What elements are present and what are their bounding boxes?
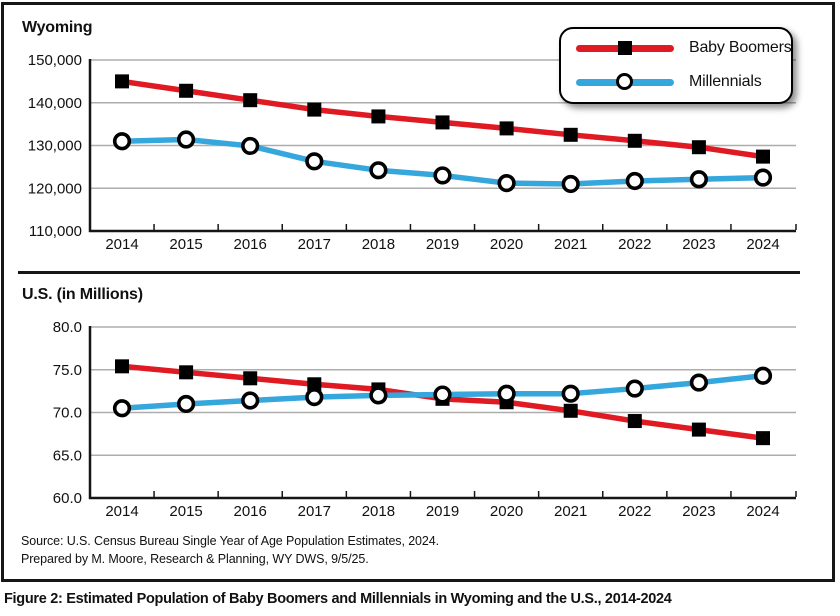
x-tick-label: 2017 bbox=[298, 503, 331, 520]
x-tick-label: 2019 bbox=[426, 503, 459, 520]
circle-marker-icon bbox=[241, 391, 260, 410]
square-marker-icon bbox=[563, 403, 578, 418]
x-tick-label: 2014 bbox=[105, 236, 138, 253]
source-line: Source: U.S. Census Bureau Single Year o… bbox=[21, 534, 439, 548]
circle-marker-icon bbox=[112, 132, 132, 151]
y-tick-label: 130,000 bbox=[28, 138, 82, 155]
circle-marker-icon bbox=[433, 385, 452, 404]
x-tick-label: 2018 bbox=[362, 503, 395, 520]
circle-marker-icon bbox=[689, 373, 709, 392]
square-marker-icon bbox=[179, 83, 194, 98]
circle-marker-icon bbox=[241, 136, 260, 156]
square-marker-icon bbox=[756, 431, 770, 446]
x-tick-label: 2021 bbox=[554, 236, 587, 253]
circle-marker-icon bbox=[177, 394, 196, 414]
circle-marker-icon bbox=[561, 174, 580, 194]
square-marker-icon bbox=[307, 377, 322, 392]
x-tick-label: 2020 bbox=[490, 503, 523, 520]
circle-marker-icon bbox=[497, 174, 516, 193]
square-marker-icon bbox=[618, 41, 632, 55]
source-note: Source: U.S. Census Bureau Single Year o… bbox=[21, 533, 439, 568]
y-tick-label: 70.0 bbox=[53, 405, 82, 422]
x-tick-label: 2022 bbox=[618, 503, 651, 520]
square-marker-icon bbox=[243, 371, 258, 386]
circle-marker-icon bbox=[753, 168, 773, 187]
square-marker-icon bbox=[563, 127, 578, 142]
legend-item-millennials: Millennials bbox=[576, 65, 791, 99]
prepared-by-line: Prepared by M. Moore, Research & Plannin… bbox=[21, 551, 369, 566]
x-tick-label: 2014 bbox=[105, 503, 138, 520]
x-tick-label: 2019 bbox=[426, 236, 459, 253]
legend-label-millennials: Millennials bbox=[689, 73, 762, 90]
x-tick-label: 2016 bbox=[234, 503, 267, 520]
y-tick-label: 60.0 bbox=[53, 490, 82, 507]
legend-label-baby-boomers: Baby Boomers bbox=[689, 39, 792, 56]
square-marker-icon bbox=[115, 359, 129, 374]
square-marker-icon bbox=[307, 102, 322, 117]
circle-marker-icon bbox=[369, 386, 388, 405]
x-tick-label: 2020 bbox=[490, 236, 523, 253]
circle-marker-icon bbox=[497, 384, 516, 403]
x-tick-label: 2022 bbox=[618, 236, 651, 253]
x-tick-label: 2016 bbox=[234, 236, 267, 253]
y-tick-label: 75.0 bbox=[53, 362, 82, 379]
y-tick-label: 140,000 bbox=[28, 95, 82, 112]
x-tick-label: 2024 bbox=[746, 236, 779, 253]
square-marker-icon bbox=[756, 149, 770, 164]
baby-boomers-swatch bbox=[576, 37, 674, 59]
circle-marker-icon bbox=[753, 366, 773, 385]
wyoming-chart-title: Wyoming bbox=[22, 19, 93, 36]
x-tick-label: 2018 bbox=[362, 236, 395, 253]
circle-marker-icon bbox=[305, 388, 324, 407]
x-tick-label: 2021 bbox=[554, 503, 587, 520]
circle-marker-icon bbox=[625, 171, 644, 191]
circle-marker-icon bbox=[369, 161, 388, 180]
circle-marker-icon bbox=[112, 399, 132, 418]
y-tick-label: 80.0 bbox=[53, 319, 82, 336]
legend-item-baby-boomers: Baby Boomers bbox=[576, 31, 792, 65]
square-marker-icon bbox=[179, 365, 194, 380]
x-tick-label: 2023 bbox=[682, 503, 715, 520]
legend: Baby Boomers Millennials bbox=[559, 27, 793, 104]
circle-marker-icon bbox=[616, 73, 633, 90]
x-tick-label: 2015 bbox=[169, 236, 202, 253]
us-chart-title: U.S. (in Millions) bbox=[22, 286, 143, 303]
circle-marker-icon bbox=[433, 166, 452, 185]
chart-divider-line bbox=[18, 271, 800, 274]
square-marker-icon bbox=[371, 109, 386, 124]
millennials-swatch bbox=[576, 71, 674, 93]
square-marker-icon bbox=[243, 93, 258, 108]
circle-marker-icon bbox=[305, 152, 324, 171]
square-marker-icon bbox=[627, 133, 642, 148]
x-tick-label: 2024 bbox=[746, 503, 779, 520]
square-marker-icon bbox=[691, 422, 706, 437]
y-tick-label: 150,000 bbox=[28, 52, 82, 69]
circle-marker-icon bbox=[561, 384, 580, 403]
x-tick-label: 2023 bbox=[682, 236, 715, 253]
y-tick-label: 120,000 bbox=[28, 180, 82, 197]
circle-marker-icon bbox=[625, 379, 644, 398]
x-tick-label: 2017 bbox=[298, 236, 331, 253]
y-tick-label: 65.0 bbox=[53, 447, 82, 464]
figure-caption: Figure 2: Estimated Population of Baby B… bbox=[4, 591, 672, 607]
square-marker-icon bbox=[435, 115, 450, 130]
square-marker-icon bbox=[691, 140, 706, 155]
square-marker-icon bbox=[499, 121, 514, 136]
circle-marker-icon bbox=[177, 130, 196, 149]
circle-marker-icon bbox=[689, 170, 709, 189]
square-marker-icon bbox=[627, 414, 642, 429]
square-marker-icon bbox=[115, 74, 129, 89]
y-tick-label: 110,000 bbox=[29, 223, 82, 240]
x-tick-label: 2015 bbox=[169, 503, 202, 520]
